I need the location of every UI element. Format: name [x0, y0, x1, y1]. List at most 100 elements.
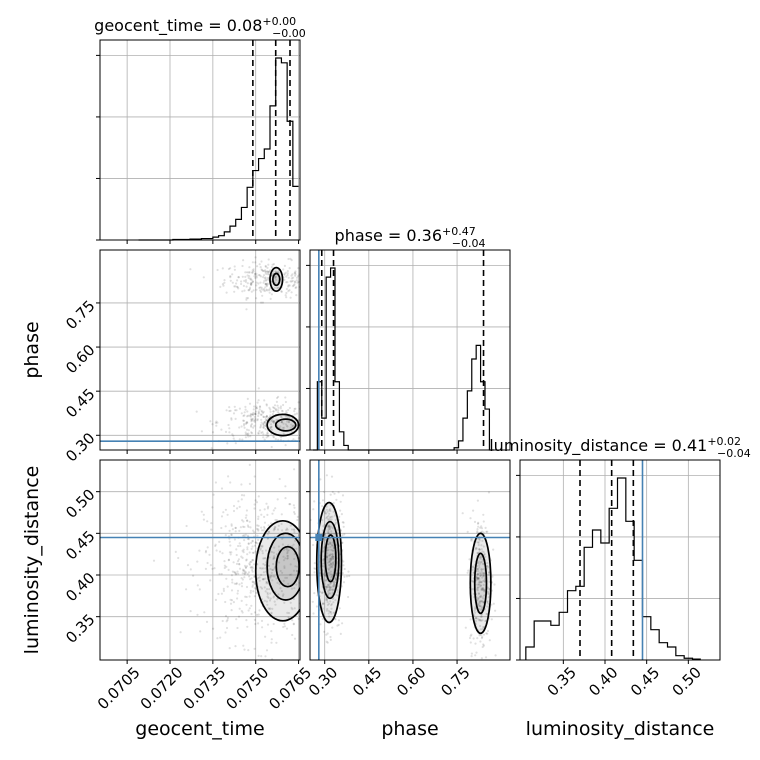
sample-point [274, 407, 277, 410]
sample-point [247, 542, 250, 546]
sample-point [328, 557, 331, 560]
sample-point [479, 595, 482, 599]
title-minus: −0.04 [452, 237, 486, 250]
sample-point [270, 638, 273, 641]
sample-point [322, 549, 325, 553]
sample-point [221, 619, 224, 623]
sample-point [326, 603, 329, 607]
sample-point [200, 510, 203, 513]
density-fill [272, 273, 280, 286]
sample-point [483, 588, 486, 591]
sample-point [223, 279, 226, 282]
sample-point [248, 266, 251, 269]
sample-point [233, 268, 236, 271]
sample-point [476, 530, 479, 533]
sample-point [293, 552, 296, 556]
sample-point [335, 575, 338, 578]
sample-point [264, 269, 267, 272]
sample-point [480, 573, 483, 576]
sample-point [263, 515, 266, 519]
sample-point [234, 530, 237, 533]
sample-point [264, 416, 267, 419]
sample-point [311, 560, 313, 562]
sample-point [329, 545, 332, 549]
sample-point [238, 505, 241, 508]
sample-point [214, 421, 217, 424]
sample-point [246, 421, 249, 424]
sample-point [225, 565, 228, 568]
sample-point [218, 550, 222, 553]
sample-point [296, 281, 299, 284]
sample-point [286, 415, 289, 418]
sample-point [263, 399, 266, 402]
sample-point [293, 510, 296, 514]
sample-point [476, 586, 479, 590]
sample-point [321, 617, 324, 621]
sample-point [236, 570, 239, 573]
sample-point [329, 559, 332, 562]
sample-point [250, 425, 253, 428]
sample-point [322, 559, 325, 563]
sample-point [471, 566, 474, 569]
sample-point [237, 276, 240, 279]
sample-point [323, 523, 326, 526]
sample-point [259, 289, 262, 292]
sample-point [285, 527, 288, 530]
sample-point [235, 582, 238, 585]
sample-point [272, 551, 275, 554]
sample-point [277, 545, 280, 548]
sample-point [329, 558, 332, 561]
sample-point [307, 612, 309, 614]
sample-point [251, 417, 254, 420]
sample-point [326, 556, 329, 559]
sample-point [327, 609, 330, 613]
sample-point [480, 588, 483, 591]
sample-point [342, 521, 345, 524]
sample-point [245, 558, 248, 561]
sample-point [277, 271, 280, 274]
title-plus: +0.02 [707, 435, 741, 448]
sample-point [281, 529, 284, 532]
sample-point [286, 270, 289, 273]
density-fill [276, 546, 300, 587]
sample-point [292, 597, 295, 601]
sample-point [284, 294, 287, 297]
sample-point [478, 579, 481, 582]
sample-point [212, 493, 215, 496]
sample-point [253, 419, 257, 422]
sample-point [479, 619, 482, 622]
sample-point [257, 432, 260, 435]
sample-point [261, 431, 264, 434]
sample-point [259, 548, 262, 551]
sample-point [234, 285, 237, 288]
sample-point [287, 290, 290, 293]
sample-point [249, 424, 253, 427]
sample-point [266, 431, 269, 434]
sample-point [253, 595, 256, 598]
sample-point [269, 592, 272, 595]
sample-point [482, 601, 485, 604]
sample-point [328, 589, 331, 592]
sample-point [255, 407, 258, 410]
sample-point [302, 578, 304, 580]
sample-point [326, 543, 329, 546]
sample-point [265, 436, 268, 439]
sample-point [329, 542, 332, 546]
sample-point [265, 415, 268, 418]
sample-point [256, 542, 259, 545]
sample-point [305, 405, 307, 407]
sample-point [244, 279, 248, 282]
sample-point [331, 490, 334, 494]
sample-point [291, 633, 294, 637]
sample-point [483, 590, 486, 593]
sample-point [230, 574, 233, 577]
sample-point [302, 285, 304, 287]
sample-point [228, 409, 231, 413]
sample-point [485, 530, 488, 533]
sample-point [476, 541, 479, 544]
sample-point [250, 604, 253, 607]
data-layer [100, 40, 701, 660]
sample-point [476, 573, 479, 576]
sample-point [291, 279, 294, 282]
